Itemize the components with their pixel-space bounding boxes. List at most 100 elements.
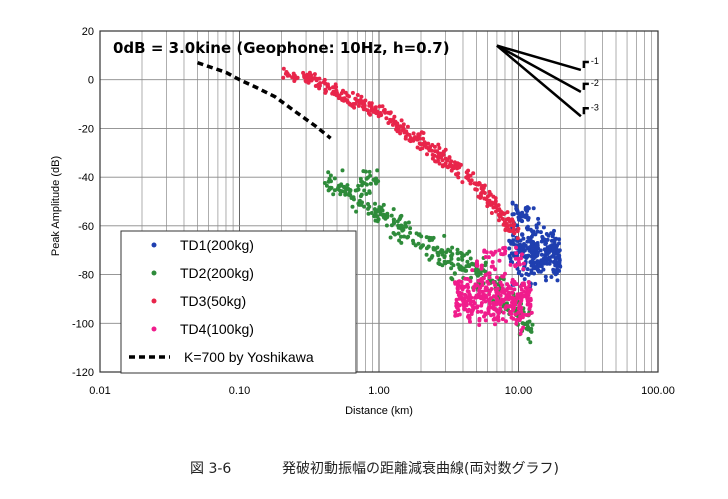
point	[517, 303, 522, 308]
point	[374, 181, 378, 186]
point	[511, 296, 516, 301]
point	[542, 247, 547, 252]
point	[373, 106, 378, 111]
point	[408, 226, 413, 231]
point	[535, 229, 540, 234]
point	[474, 267, 479, 272]
point	[539, 252, 544, 257]
point	[499, 252, 504, 256]
point	[449, 254, 453, 258]
point	[516, 260, 521, 265]
point	[531, 206, 536, 211]
point	[520, 321, 525, 326]
x-tick-label: 0.10	[229, 385, 250, 397]
point	[454, 301, 459, 306]
point	[466, 285, 471, 290]
point	[463, 299, 468, 304]
yoshikawa-line	[196, 61, 332, 140]
point	[543, 242, 548, 246]
point	[292, 79, 297, 83]
point	[384, 116, 389, 121]
point	[333, 82, 338, 87]
point	[491, 294, 496, 299]
point	[424, 252, 429, 257]
point	[483, 312, 488, 317]
point	[448, 160, 453, 165]
point	[513, 256, 518, 261]
point	[514, 318, 519, 323]
point	[465, 259, 470, 264]
point	[453, 281, 458, 286]
point	[540, 236, 545, 240]
point	[498, 293, 503, 298]
point	[400, 128, 405, 133]
point	[433, 246, 438, 251]
point	[514, 321, 519, 326]
x-tick-label: 100.00	[641, 385, 675, 397]
point	[501, 212, 506, 216]
point	[419, 130, 424, 135]
point	[452, 271, 457, 276]
point	[369, 211, 374, 215]
point	[390, 122, 395, 127]
point	[486, 255, 491, 260]
point	[486, 201, 491, 205]
point	[542, 260, 547, 264]
point	[519, 287, 524, 292]
point	[341, 88, 345, 93]
legend-label: TD4(100kg)	[180, 321, 254, 337]
point	[384, 223, 389, 228]
point	[411, 138, 416, 143]
point	[506, 228, 511, 233]
point	[544, 278, 548, 283]
x-tick-labels: 0.01 0.10 1.00 10.00 100.00	[89, 385, 675, 397]
point	[359, 94, 364, 99]
x-axis-label: Distance (km)	[345, 405, 413, 417]
point	[465, 251, 470, 256]
point	[484, 197, 489, 202]
point	[474, 263, 479, 268]
point	[467, 264, 472, 269]
point	[553, 272, 558, 277]
point	[486, 311, 491, 316]
point	[512, 222, 517, 227]
point	[469, 178, 474, 183]
point	[429, 255, 434, 260]
point	[343, 190, 348, 195]
point	[557, 248, 562, 253]
point	[367, 189, 372, 194]
point	[326, 170, 331, 175]
point	[509, 241, 514, 246]
point	[334, 88, 339, 93]
point	[357, 202, 361, 207]
point	[549, 231, 554, 236]
caption-number: 図 3-6	[190, 461, 232, 477]
point	[510, 212, 515, 217]
point	[475, 273, 480, 278]
point	[399, 118, 404, 123]
point	[381, 212, 386, 217]
point	[551, 249, 556, 254]
point	[327, 86, 332, 91]
point	[514, 251, 519, 256]
point	[463, 276, 468, 281]
point	[411, 131, 416, 136]
point	[393, 232, 397, 237]
point	[501, 299, 506, 304]
legend-swatch	[151, 242, 157, 248]
point	[356, 183, 361, 188]
point	[525, 224, 530, 229]
point	[477, 288, 481, 293]
point	[438, 153, 443, 157]
point	[362, 204, 367, 209]
point	[556, 254, 561, 259]
point	[365, 108, 370, 113]
point	[480, 280, 485, 284]
point	[445, 260, 450, 264]
legend: TD1(200kg) TD2(200kg) TD3(50kg) TD4(100kg) K…	[120, 230, 357, 374]
point	[516, 306, 521, 311]
point	[521, 267, 526, 271]
point	[509, 259, 513, 264]
point	[405, 124, 410, 129]
point	[350, 90, 355, 95]
